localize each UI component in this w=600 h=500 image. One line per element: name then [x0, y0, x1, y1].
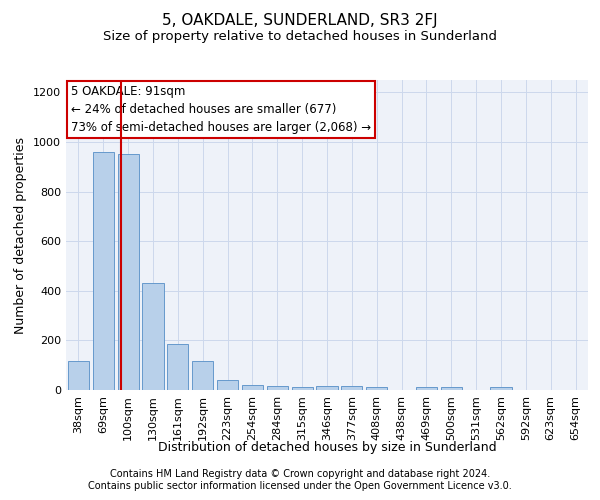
- Bar: [68, 362, 89, 390]
- Bar: [217, 380, 238, 390]
- Bar: [490, 387, 512, 390]
- Text: 5 OAKDALE: 91sqm
← 24% of detached houses are smaller (677)
73% of semi-detached: 5 OAKDALE: 91sqm ← 24% of detached house…: [71, 84, 371, 134]
- Bar: [267, 386, 288, 390]
- Bar: [167, 344, 188, 390]
- Bar: [242, 385, 263, 390]
- Bar: [366, 387, 387, 390]
- Text: 5, OAKDALE, SUNDERLAND, SR3 2FJ: 5, OAKDALE, SUNDERLAND, SR3 2FJ: [162, 12, 438, 28]
- Bar: [416, 387, 437, 390]
- Bar: [341, 386, 362, 390]
- Y-axis label: Number of detached properties: Number of detached properties: [14, 136, 28, 334]
- Bar: [316, 386, 338, 390]
- Bar: [118, 154, 139, 390]
- Bar: [142, 284, 164, 390]
- Text: Size of property relative to detached houses in Sunderland: Size of property relative to detached ho…: [103, 30, 497, 43]
- Bar: [93, 152, 114, 390]
- Bar: [292, 387, 313, 390]
- Text: Contains public sector information licensed under the Open Government Licence v3: Contains public sector information licen…: [88, 481, 512, 491]
- Bar: [441, 387, 462, 390]
- Text: Contains HM Land Registry data © Crown copyright and database right 2024.: Contains HM Land Registry data © Crown c…: [110, 469, 490, 479]
- Bar: [192, 362, 213, 390]
- Text: Distribution of detached houses by size in Sunderland: Distribution of detached houses by size …: [158, 441, 496, 454]
